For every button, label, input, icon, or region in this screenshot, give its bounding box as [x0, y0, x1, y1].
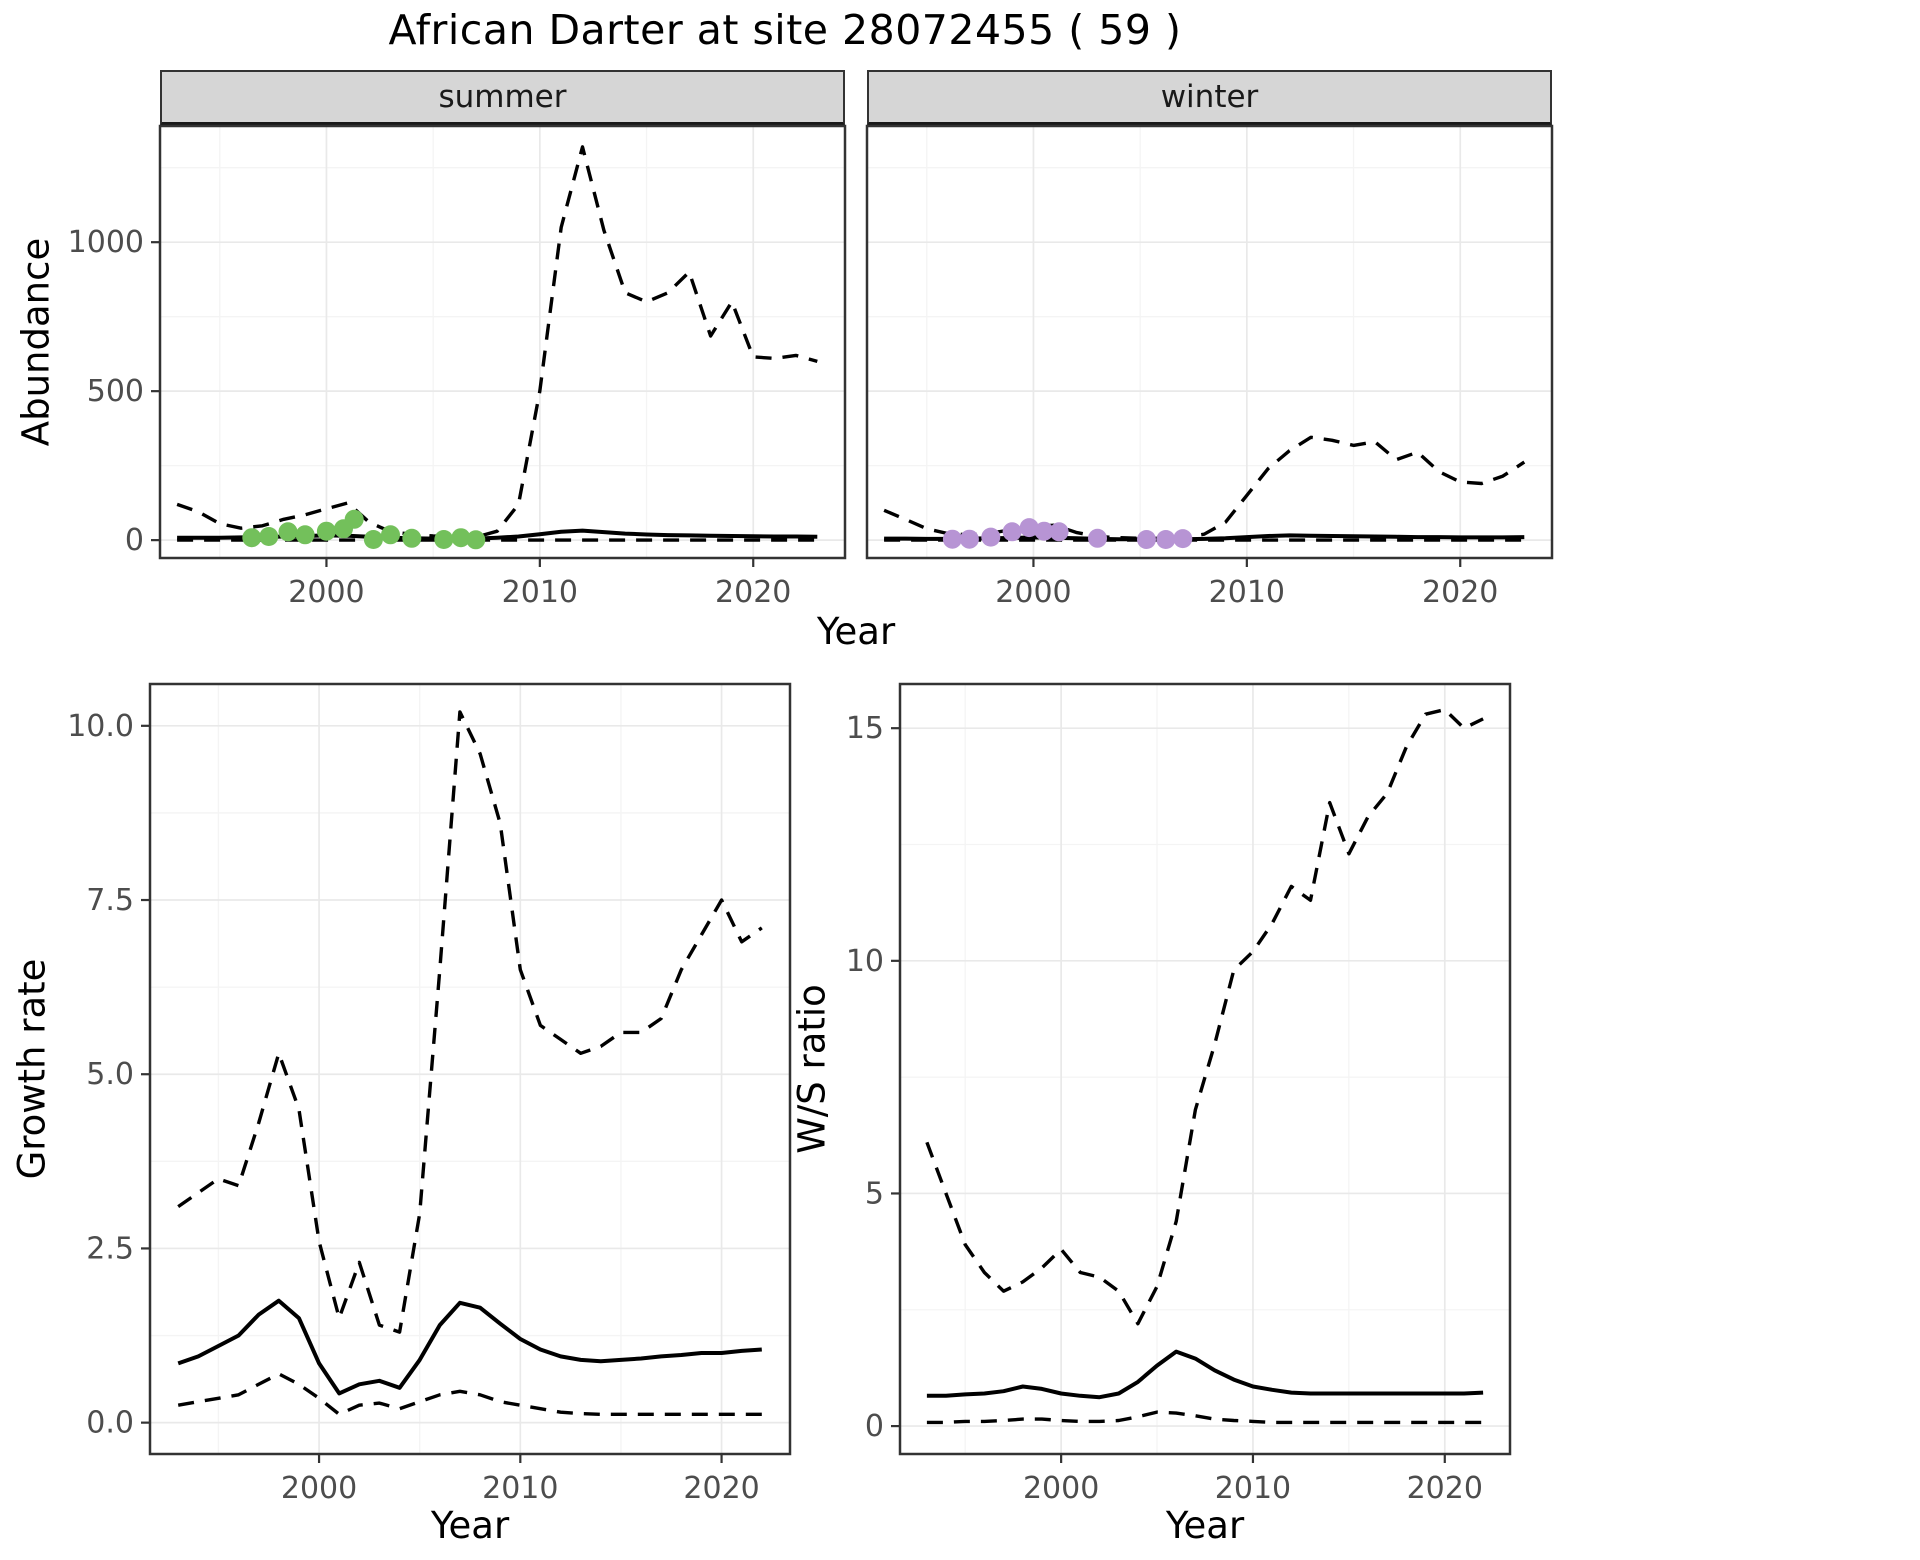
x-tick-label: 2020 [715, 575, 791, 610]
series-upper-ci [925, 707, 1484, 1326]
series-mean [177, 1298, 762, 1396]
x-tick-label: 2000 [1023, 1471, 1099, 1506]
observation-point [1002, 522, 1022, 542]
ws-ratio-axis-title: W/S ratio [790, 984, 834, 1154]
axis-ticks-and-labels: 2000 2010 2020 0 500 1000 [68, 225, 792, 610]
axis-ticks-and-labels: 2000 2010 2020 0 5 10 15 [846, 711, 1483, 1506]
panel-border [158, 124, 847, 560]
panel-border [865, 124, 1554, 560]
y-tick-label: 5 [865, 1176, 884, 1211]
observation-point [1137, 530, 1156, 549]
ws-ratio-x-axis-title: Year [1165, 1504, 1245, 1547]
observation-point [1156, 530, 1176, 549]
facet-strip-winter: winter [867, 70, 1552, 126]
gridlines [900, 684, 1510, 1454]
observation-point [942, 529, 962, 549]
observation-point [1049, 522, 1069, 542]
y-tick-label: 7.5 [86, 883, 134, 918]
abundance-summer-chart: 2000 2010 2020 0 500 1000 [68, 124, 847, 610]
observation-point [402, 528, 422, 548]
top-x-axis-title: Year [816, 610, 896, 653]
observation-point [316, 521, 336, 541]
gridlines [150, 684, 790, 1454]
growth-rate-chart: 2000 2010 2020 0.0 2.5 5.0 7.5 10.0 [67, 682, 792, 1506]
ws-ratio-chart: 2000 2010 2020 0 5 10 15 [846, 682, 1512, 1506]
y-tick-label: 15 [846, 711, 884, 746]
observation-point [466, 530, 486, 550]
observation-point [259, 527, 279, 546]
observation-point [1088, 528, 1107, 548]
panel-border [148, 682, 792, 1456]
observation-point [959, 529, 979, 549]
y-tick-label: 5.0 [86, 1057, 134, 1092]
y-tick-label: 500 [87, 374, 144, 409]
x-tick-label: 2010 [1209, 575, 1285, 610]
facet-strip-summer: summer [160, 70, 845, 126]
series-lower-ci [926, 1410, 1484, 1425]
x-tick-label: 2020 [683, 1471, 759, 1506]
series-upper-ci [177, 710, 763, 1334]
facet-strip-summer-label: summer [438, 79, 567, 115]
observed-counts-winter [942, 518, 1193, 549]
observation-point [344, 509, 364, 529]
observation-point [1019, 518, 1039, 538]
x-tick-label: 2010 [482, 1471, 558, 1506]
abundance-winter-chart: 2000 2010 2020 [865, 124, 1554, 610]
gridlines [867, 126, 1552, 558]
observation-point [981, 527, 1001, 547]
facet-strip-winter-label: winter [1160, 79, 1259, 115]
series-mean [926, 1349, 1484, 1400]
y-tick-label: 0.0 [86, 1406, 134, 1441]
growth-rate-x-axis-title: Year [430, 1504, 510, 1547]
panel-border [898, 682, 1512, 1456]
y-tick-label: 0 [125, 523, 144, 558]
y-tick-label: 1000 [68, 225, 144, 260]
observation-point [1173, 529, 1193, 549]
observation-point [451, 528, 471, 548]
observation-point [295, 525, 315, 545]
abundance-axis-title: Abundance [14, 237, 58, 447]
observation-point [363, 530, 383, 549]
observation-point [434, 530, 454, 549]
panel-background [150, 684, 790, 1454]
observation-point [381, 525, 400, 545]
y-tick-label: 0 [865, 1409, 884, 1444]
panel-background [867, 126, 1552, 558]
growth-rate-axis-title: Growth rate [10, 958, 54, 1180]
observation-point [1034, 521, 1054, 541]
axis-ticks-and-labels: 2000 2010 2020 [995, 558, 1498, 610]
x-tick-label: 2020 [1407, 1471, 1483, 1506]
panel-background [900, 684, 1510, 1454]
y-tick-label: 10 [846, 944, 884, 979]
y-tick-label: 2.5 [86, 1231, 134, 1266]
x-tick-label: 2000 [288, 575, 364, 610]
panel-background [160, 126, 845, 558]
page-title: African Darter at site 28072455 ( 59 ) [388, 6, 1182, 54]
y-tick-label: 10.0 [67, 709, 134, 744]
x-tick-label: 2010 [502, 575, 578, 610]
observed-counts-summer [242, 509, 486, 550]
observation-point [242, 528, 262, 548]
x-tick-label: 2020 [1422, 575, 1498, 610]
x-tick-label: 2000 [281, 1471, 357, 1506]
x-tick-label: 2000 [995, 575, 1071, 610]
axis-ticks-and-labels: 2000 2010 2020 0.0 2.5 5.0 7.5 10.0 [67, 709, 760, 1506]
x-tick-label: 2010 [1215, 1471, 1291, 1506]
series-upper-ci [176, 145, 818, 539]
observation-point [278, 522, 298, 542]
